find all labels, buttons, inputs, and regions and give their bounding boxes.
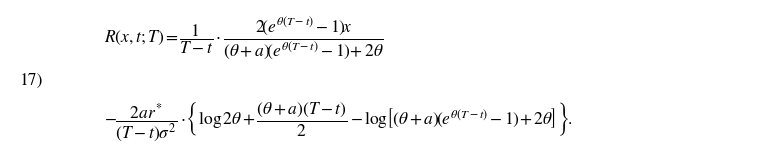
Text: $R(x,t;T)=\dfrac{1}{T-t}\cdot\dfrac{2\!\left(e^{\theta(T-t)}-1\right)\!x}{(\thet: $R(x,t;T)=\dfrac{1}{T-t}\cdot\dfrac{2\!\…	[104, 16, 384, 62]
Text: 17): 17)	[19, 73, 43, 89]
Text: $-\dfrac{2ar^{*}}{(T-t)\sigma^{2}}\cdot\!\left\{\log 2\theta+\dfrac{(\theta+a)(T: $-\dfrac{2ar^{*}}{(T-t)\sigma^{2}}\cdot\…	[104, 100, 573, 143]
